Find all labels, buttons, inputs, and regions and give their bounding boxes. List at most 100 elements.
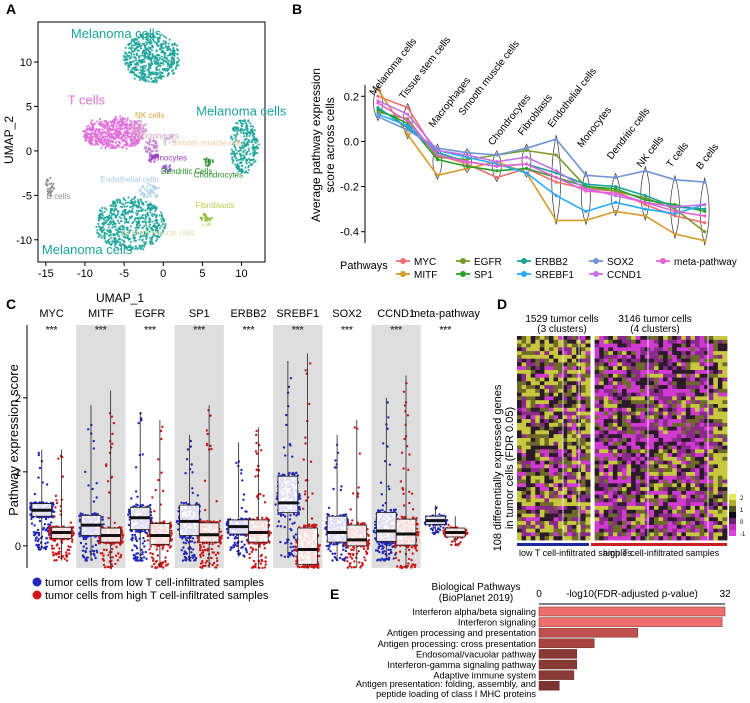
boxplot-point: [131, 539, 134, 542]
boxplot-point: [121, 533, 124, 536]
umap-point: [169, 49, 172, 52]
boxplot-point: [381, 547, 384, 551]
line-point: [435, 148, 439, 153]
umap-point: [164, 139, 167, 142]
umap-point: [249, 152, 252, 155]
umap-cluster-11: [199, 212, 213, 222]
umap-point: [114, 147, 117, 150]
boxplot-point: [94, 556, 97, 560]
umap-point: [142, 50, 146, 54]
boxplot-point: [445, 519, 449, 522]
umap-point: [163, 227, 166, 230]
umap-point: [108, 238, 111, 241]
umap-point: [130, 141, 134, 144]
umap-point: [143, 220, 147, 223]
umap-point: [107, 215, 110, 218]
umap-point: [92, 126, 95, 129]
line-point: [584, 182, 588, 186]
umap-point: [155, 235, 158, 238]
umap-point: [141, 133, 144, 136]
umap-point: [120, 135, 124, 138]
line-point: [614, 185, 618, 189]
umap-point: [155, 146, 158, 149]
umap-point: [141, 61, 144, 64]
line-point: [554, 180, 558, 184]
panel-label-e: E: [330, 586, 339, 602]
umap-point: [156, 238, 159, 241]
umap-point: [149, 151, 152, 154]
umap-point: [149, 195, 153, 198]
umap-point: [105, 241, 108, 244]
umap-point: [116, 200, 119, 203]
umap-point: [155, 239, 158, 243]
boxplot-point: [69, 521, 73, 524]
umap-point: [102, 235, 105, 238]
umap-point: [110, 128, 113, 131]
umap-point: [133, 239, 136, 242]
boxplot-point: [152, 557, 155, 560]
umap-point: [130, 40, 133, 43]
line-ytick-label: 0.0: [344, 136, 359, 148]
umap-point: [121, 116, 124, 119]
boxplot-point: [283, 473, 286, 476]
umap-point: [149, 211, 152, 214]
umap-point: [103, 207, 106, 210]
umap-point: [143, 231, 146, 234]
boxplot-point: [50, 521, 53, 524]
umap-point: [137, 221, 140, 224]
umap-point: [156, 144, 159, 147]
boxplot-point: [85, 547, 88, 550]
boxplot-point: [160, 565, 163, 568]
umap-point: [247, 168, 250, 171]
umap-point: [166, 137, 169, 140]
umap-point: [244, 166, 247, 169]
umap-point: [246, 131, 249, 134]
boxplot-chart: 012 MYC***MITF***EGFR***SP1***ERBB2***SR…: [6, 308, 480, 602]
boxplot-point: [297, 513, 300, 516]
umap-point: [113, 122, 117, 125]
umap-point: [152, 192, 155, 195]
umap-ytick-label: 5: [26, 101, 32, 113]
boxplot-point: [55, 544, 58, 547]
boxplot-point: [334, 459, 337, 462]
line-point: [643, 169, 647, 173]
umap-point: [116, 121, 119, 124]
boxplot-point: [164, 559, 167, 563]
boxplot-point: [170, 532, 173, 535]
boxplot-point: [438, 528, 441, 531]
umap-point: [148, 204, 151, 207]
umap-point: [171, 59, 174, 62]
boxplot-point: [161, 547, 164, 550]
umap-point: [234, 153, 237, 156]
umap-point: [132, 233, 135, 236]
umap-point: [207, 222, 210, 225]
boxplot-point: [48, 526, 52, 529]
umap-point: [121, 140, 124, 143]
umap-point: [85, 138, 88, 141]
boxplot-point: [381, 504, 385, 507]
boxplot-point: [388, 544, 391, 547]
umap-point: [253, 135, 256, 138]
umap-point: [148, 217, 151, 220]
boxplot-point: [327, 544, 331, 547]
umap-point: [245, 152, 248, 155]
umap-point: [142, 248, 145, 251]
umap-cluster-label: NK cells: [135, 111, 164, 120]
umap-point: [155, 50, 158, 53]
boxplot-point: [85, 559, 88, 562]
umap-point: [93, 134, 96, 137]
boxplot-point: [161, 425, 164, 428]
boxplot-point: [295, 514, 298, 517]
umap-point: [144, 200, 148, 203]
umap-cluster-3: [82, 115, 145, 150]
line-point: [376, 106, 380, 110]
umap-point: [103, 127, 107, 130]
umap-point: [151, 225, 154, 228]
umap-point: [138, 128, 141, 131]
umap-point: [136, 227, 140, 230]
umap-point: [247, 157, 251, 160]
line-point: [524, 146, 529, 150]
boxplot-point: [111, 547, 114, 551]
umap-point: [252, 154, 255, 157]
